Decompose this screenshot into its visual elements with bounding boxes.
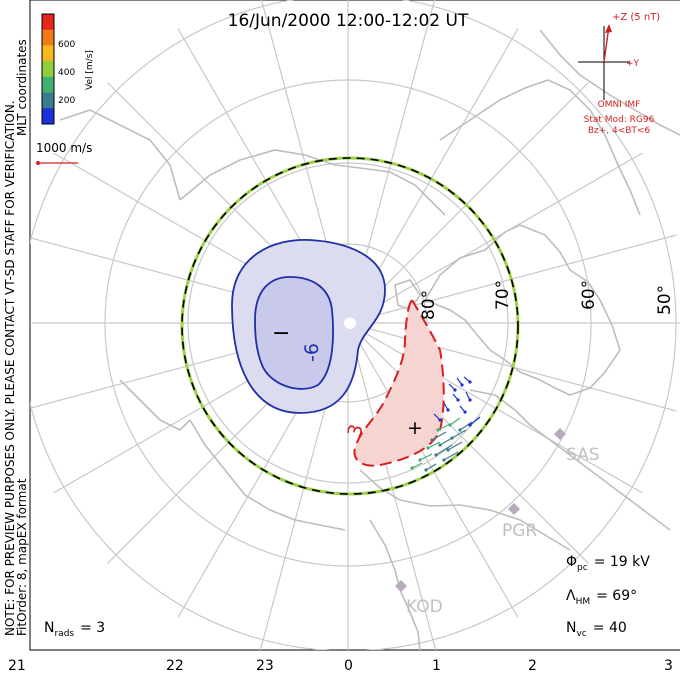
n-vc-stat: Nvc = 40 [566,620,627,639]
velocity-vector [431,431,447,441]
imf-z-label: +Z (5 nT) [612,12,660,23]
velocity-vector [448,383,456,391]
velocity-scale-arrow [36,161,78,165]
mlt-tick-22: 22 [166,658,184,674]
positive-cell-sign: + [407,417,423,439]
pole-marker [344,317,356,329]
coordinate-system-label: MLT coordinates [15,39,29,136]
station-sas-label: SAS [566,445,600,465]
colorbar-band [42,45,54,62]
imf-condition: Bz+, 4<BT<6 [588,126,651,136]
coast-europe [539,29,680,136]
station-pgr-label: PGR [502,521,537,541]
lat-label-50: 50° [655,285,675,315]
velocity-vector [463,376,471,383]
velocity-vector [452,393,459,401]
negative-cell-sign: − [272,321,290,346]
colorbar-unit-label: Vel [m/s] [85,50,95,90]
coast-kamchatka [189,419,346,531]
mlt-tick-23: 23 [256,658,274,674]
velocity-vector [411,462,423,469]
velocity-vector [419,453,433,461]
velocity-vector [469,416,481,426]
colorbar-band [42,76,54,94]
positive-contour-label: 3 [344,422,368,439]
lat-label-60: 60° [579,280,599,310]
plot-title: 16/Jun/2000 12:00-12:02 UT [228,11,469,31]
coast-canada-east [469,389,671,531]
colorbar-band [42,92,54,109]
velocity-vector [451,429,467,439]
velocity-vector [447,441,463,451]
negative-cell-inner [254,276,334,390]
coast-canada-north [359,469,571,551]
mlt-tick-3: 3 [664,658,673,674]
colorbar-band [42,14,54,31]
coast-asia [59,109,181,201]
colorbar-tick-400: 400 [58,68,75,78]
velocity-vector [443,402,449,411]
preview-note: NOTE: FOR PREVIEW PURPOSES ONLY. PLEASE … [3,100,17,636]
colorbar-band [42,108,54,125]
imf-y-label: +Y [626,59,640,69]
velocity-vector [425,463,437,471]
colorbar-tick-200: 200 [58,96,75,106]
station-sas-marker [554,428,566,440]
colorbar-tick-600: 600 [58,40,75,50]
imf-source: OMNI IMF [598,100,641,110]
mlt-tick-1: 1 [432,658,441,674]
velocity-vector [459,405,466,413]
lat-label-70: 70° [493,280,513,310]
n-rads-stat: Nrads = 3 [44,620,105,639]
velocity-vector [433,413,441,421]
velocity-vector [435,444,453,456]
coast-siberia [179,149,446,216]
velocity-vector [449,417,461,426]
positive-cell-fill [353,298,445,467]
mlt-meridian [347,82,589,324]
velocity-vector [465,391,471,401]
imf-vector-head [605,24,612,33]
velocity-vector [437,423,451,431]
colorbar-band [42,61,54,78]
mlt-meridian [347,322,519,618]
positive-potential-cell [353,298,445,467]
coast-scandinavia [439,79,641,216]
colorbar-frame [41,13,55,125]
velocity-colorbar: 600 400 200 Vel [m/s] [41,13,95,125]
mlt-tick-2: 2 [528,658,537,674]
imf-model: Stat Mod: RG96 [584,115,655,125]
colorbar-band [42,29,54,46]
velocity-vectors [410,376,481,472]
velocity-vector [443,451,459,461]
station-kod-marker [395,580,407,592]
mlt-meridian [347,322,589,564]
velocity-vector [459,421,473,431]
mlt-tick-0: 0 [344,658,353,674]
velocity-vector [427,441,441,449]
velocity-scale-label: 1000 m/s [36,141,92,155]
station-pgr-marker [508,503,520,515]
negative-potential-cell [231,239,386,414]
lat-label-80: 80° [419,290,439,320]
fit-order-note: FitOrder: 8, mapEX format [15,478,29,636]
station-kod-label: KOD [406,597,443,617]
heppner-maynard-boundary-dash [181,157,519,495]
mlt-tick-21: 21 [8,658,26,674]
lambda-hm-stat: ΛHM = 69° [566,588,637,607]
mlt-axis: 21 22 23 0 1 2 3 [8,658,673,674]
radar-stations [395,428,566,592]
coast-greenland [423,224,621,396]
imf-dial [578,24,630,100]
phi-pc-stat: Φpc = 19 kV [566,554,650,573]
coast-bering [119,379,191,431]
negative-contour-label: -6 [301,343,323,362]
velocity-vector [456,377,463,386]
